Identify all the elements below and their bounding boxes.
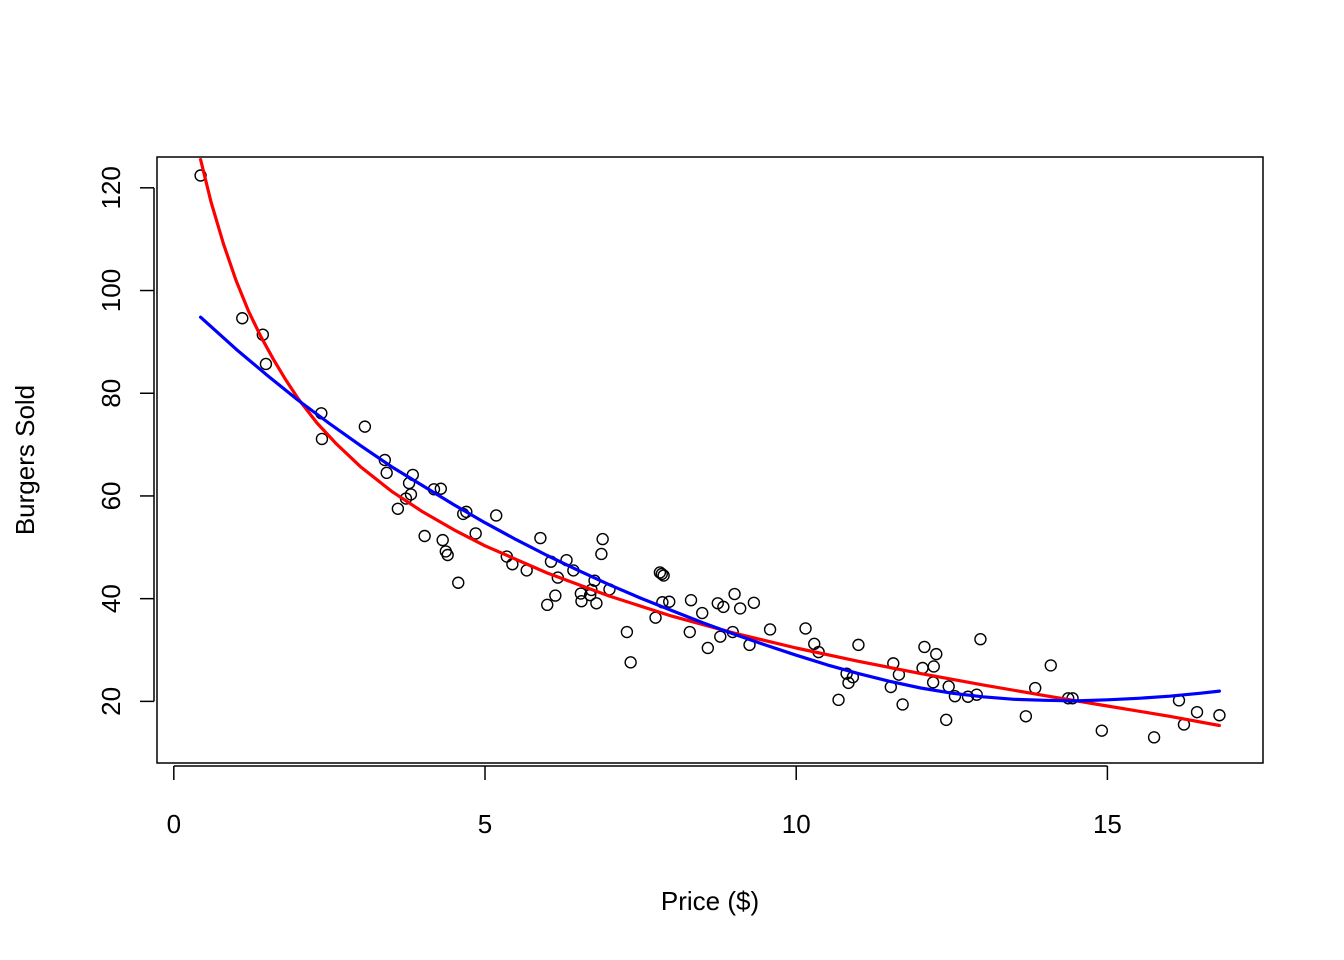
data-point [763,623,777,636]
data-point [391,502,405,515]
data-point [683,625,696,639]
data-point [714,630,727,643]
axes: 0 5 10 15 20 40 60 80 100 120 [96,166,1122,839]
data-point [653,566,667,579]
data-point [1044,659,1057,672]
data-point [441,548,454,562]
data-point [696,606,709,620]
data-point [620,625,634,639]
data-point [657,569,670,582]
data-point [434,482,448,495]
data-point [717,600,730,614]
data-point [1147,731,1161,744]
y-tick-label: 120 [96,166,126,209]
y-tick-label: 60 [96,481,126,510]
x-tick-label: 5 [478,809,492,839]
data-point [574,587,588,600]
data-point [358,420,372,433]
data-point [624,656,637,669]
data-point [460,505,473,519]
x-axis-title: Price ($) [661,886,759,916]
data-point [728,587,741,601]
y-tick-label: 40 [96,584,126,613]
y-tick-label: 100 [96,269,126,312]
x-tick-label: 0 [167,809,181,839]
data-point [747,596,761,609]
data-point [663,595,676,608]
data-point [832,693,845,707]
data-point [930,647,943,661]
data-point [948,690,962,703]
data-point [1095,724,1108,737]
data-point [380,466,393,480]
x-tick-label: 15 [1093,809,1122,839]
data-point [452,576,465,589]
data-point [927,660,940,673]
data-point [1019,710,1033,723]
plot-frame [156,156,1264,764]
data-point [896,698,909,711]
data-point [918,640,931,654]
fit-line-red [199,158,1222,728]
data-point [436,533,449,547]
x-tick-label: 10 [782,809,811,839]
data-point [595,547,608,561]
data-point [590,597,603,610]
data-point [404,488,418,501]
fit-lines [199,158,1222,728]
data-point [418,529,431,543]
data-point [259,357,273,371]
data-point [799,622,812,635]
data-point [840,667,853,680]
data-point [655,567,668,581]
y-tick-label: 80 [96,379,126,408]
data-point [541,598,554,612]
data-point [490,509,503,522]
data-point [974,633,987,646]
data-point [852,638,865,652]
data-point [926,676,940,689]
data-point [1190,705,1204,719]
data-point [549,589,562,602]
data-point [684,594,698,607]
data-point [534,531,547,545]
y-axis-title: Burgers Sold [10,385,40,535]
data-point [942,680,955,693]
data-point [236,312,249,325]
y-tick-label: 20 [96,687,126,716]
data-point [1213,709,1226,722]
data-point [315,432,329,446]
data-point [939,713,953,727]
data-point [701,641,715,655]
data-point [596,532,609,546]
data-point [469,527,482,540]
fit-line-blue [199,315,1222,703]
data-point [575,595,588,608]
data-point [733,602,747,615]
